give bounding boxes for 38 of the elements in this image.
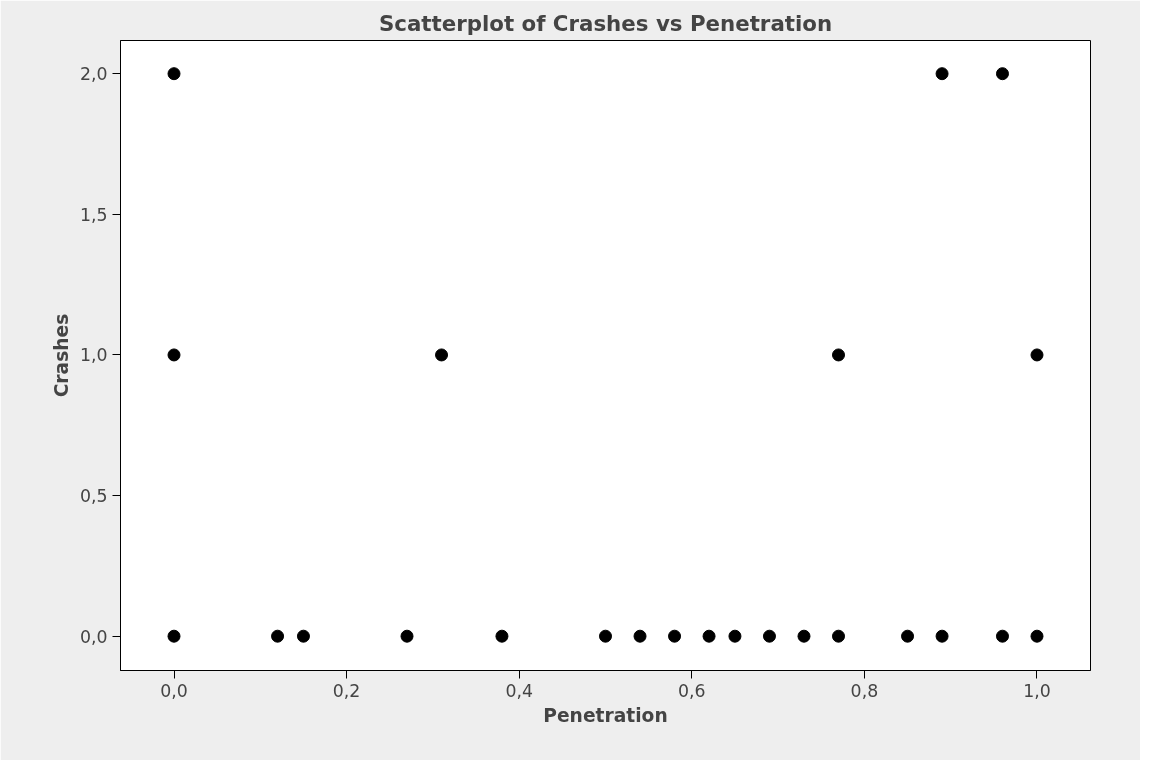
point [167,67,181,81]
y-tick-label: 1,0 [79,345,108,366]
point [400,629,414,643]
point [495,629,509,643]
x-tick-label: 0,4 [505,680,533,701]
x-tick-label: 0,0 [160,680,188,701]
y-tick-label: 0,5 [79,486,108,507]
point [435,348,449,362]
point [1030,629,1044,643]
point [901,629,915,643]
x-tick-label: 0,2 [332,680,361,701]
point [296,629,310,643]
point [271,629,285,643]
x-tick-label: 1,0 [1023,680,1051,701]
point [167,629,181,643]
point [728,629,742,643]
point [702,629,716,643]
point [995,629,1009,643]
y-tick-label: 1,5 [79,204,108,225]
point [935,629,949,643]
point [167,348,181,362]
y-tick-label: 2,0 [79,64,108,85]
point [832,348,846,362]
point [1030,348,1044,362]
point [797,629,811,643]
point [935,67,949,81]
y-tick-label: 0,0 [79,626,108,647]
x-axis-title: Penetration [543,704,668,726]
point [832,629,846,643]
point [995,67,1009,81]
x-tick-label: 0,8 [850,680,879,701]
x-tick-label: 0,6 [678,680,706,701]
point [762,629,776,643]
point [599,629,612,643]
y-axis-title: Crashes [50,313,72,398]
point [668,629,682,643]
point [633,629,647,643]
chart-title: Scatterplot of Crashes vs Penetration [378,10,833,36]
